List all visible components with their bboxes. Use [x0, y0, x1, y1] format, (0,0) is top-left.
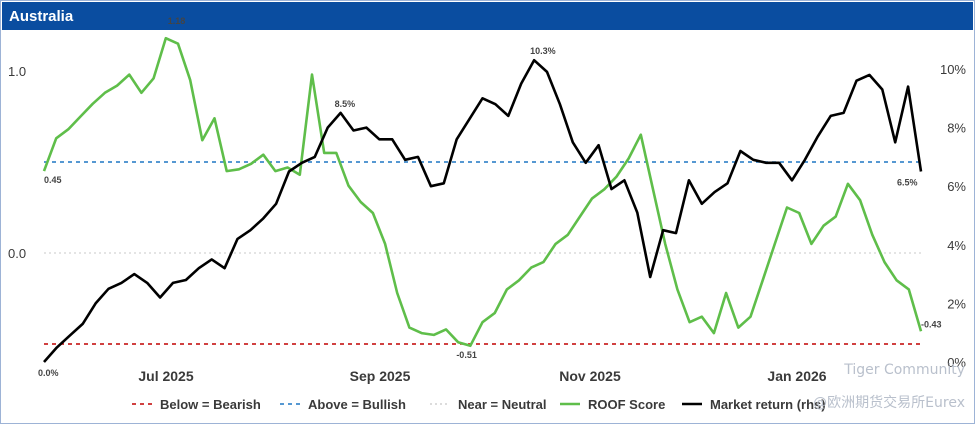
series-line-0: [42, 36, 923, 348]
data-label: -0.51: [456, 350, 477, 360]
legend-label: Below = Bearish: [160, 397, 261, 412]
data-label: 10.3%: [530, 46, 556, 56]
data-label: 1.18: [168, 16, 186, 26]
watermark-line-1: Tiger Community: [844, 362, 965, 378]
data-label: 0.0%: [38, 368, 59, 378]
x-tick-label: Nov 2025: [559, 368, 621, 384]
legend-label: Above = Bullish: [308, 397, 406, 412]
left-tick-label: 0.0: [8, 246, 26, 261]
right-tick-label: 8%: [947, 121, 966, 136]
x-tick-label: Jul 2025: [138, 368, 193, 384]
watermark-line-2: @欧洲期货交易所Eurex: [813, 395, 965, 411]
right-tick-label: 2%: [947, 296, 966, 311]
legend-label: Near = Neutral: [458, 397, 547, 412]
title-bar: Australia: [2, 2, 973, 30]
legend-label: Market return (rhs): [710, 397, 826, 412]
legend-label: ROOF Score: [588, 397, 665, 412]
chart-title: Australia: [9, 8, 74, 25]
x-tick-label: Jan 2026: [767, 368, 826, 384]
x-tick-label: Sep 2025: [350, 368, 411, 384]
data-label: -0.43: [921, 319, 942, 329]
series-line-1: [43, 58, 923, 363]
right-tick-label: 6%: [947, 179, 966, 194]
left-tick-label: 1.0: [8, 64, 26, 79]
right-tick-label: 10%: [940, 62, 966, 77]
right-tick-label: 4%: [947, 238, 966, 253]
data-label: 0.45: [44, 175, 62, 185]
data-label: 8.5%: [335, 99, 356, 109]
right-tick-label: 0%: [947, 355, 966, 370]
data-label: 6.5%: [897, 178, 918, 188]
